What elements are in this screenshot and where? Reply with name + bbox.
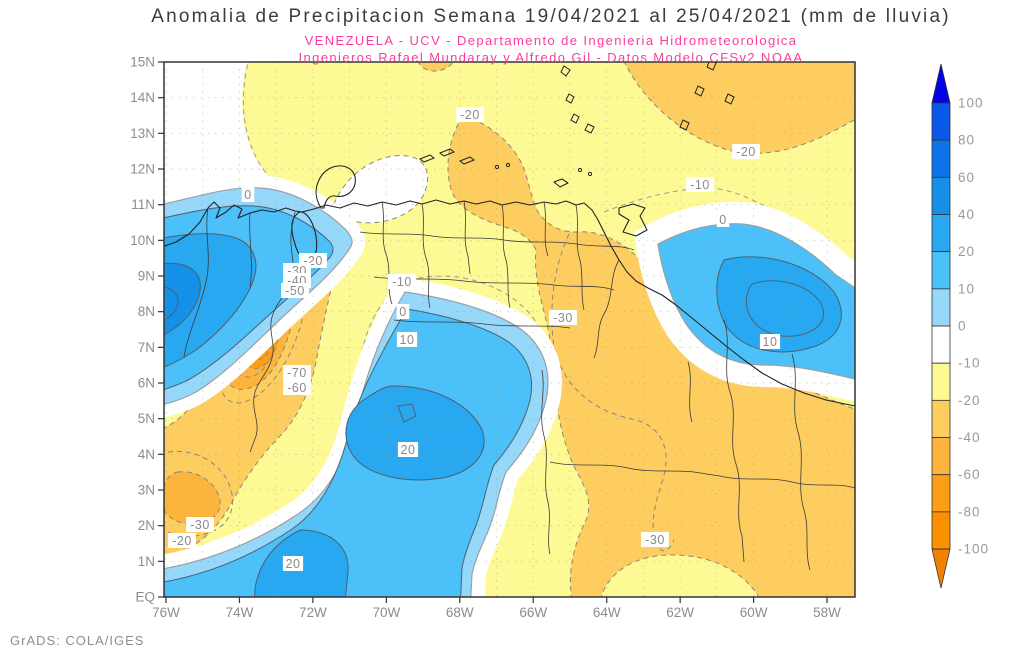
colorbar-segment (932, 475, 950, 512)
colorbar-label: -40 (958, 430, 981, 445)
contour-label: 0 (399, 305, 406, 319)
colorbar-label: -100 (958, 542, 989, 557)
colorbar-segment (932, 252, 950, 289)
colorbar-segment (932, 363, 950, 400)
x-axis-label: 72W (299, 605, 327, 620)
contour-label: 10 (400, 333, 415, 347)
colorbar-label: 20 (958, 244, 975, 259)
colorbar-segment (932, 177, 950, 214)
contour-label: 10 (763, 335, 778, 349)
contour-label: -30 (645, 533, 665, 547)
colorbar-label: 60 (958, 170, 975, 185)
x-axis-label: 70W (372, 605, 400, 620)
screenshot-root: Anomalia de Precipitacion Semana 19/04/2… (0, 0, 1024, 655)
contour-label: -30 (553, 311, 573, 325)
colorbar-arrow-down (932, 549, 950, 588)
colorbar-label: 40 (958, 207, 975, 222)
colorbar-label: 0 (958, 319, 967, 334)
grads-credit: GrADS: COLA/IGES (10, 633, 144, 648)
y-axis: 15N14N13N12N11N10N9N8N7N6N5N4N3N2N1NEQ (130, 55, 164, 605)
contour-label: -10 (392, 275, 412, 289)
chart-subtitle-2: Ingenieros Rafael Mundaray y Alfredo Gil… (0, 48, 1024, 65)
colorbar: 10080604020100-10-20-40-60-80-100 (932, 64, 989, 588)
colorbar-segment (932, 326, 950, 363)
colorbar-label: -60 (958, 467, 981, 482)
y-axis-label: 5N (138, 411, 155, 426)
colorbar-label: 80 (958, 133, 975, 148)
x-axis-label: 66W (519, 605, 547, 620)
y-axis-label: 8N (138, 304, 155, 319)
y-axis-label: 11N (131, 197, 155, 212)
x-axis: 76W 74W 72W 70W 68W 66W 64W 62W 60W 58W (152, 597, 841, 620)
colorbar-arrow-up (932, 64, 950, 103)
colorbar-label: -10 (958, 356, 981, 371)
y-axis-label: 1N (138, 554, 155, 569)
colorbar-label: 100 (958, 96, 984, 111)
contour-label: -20 (172, 534, 192, 548)
contour-label: 20 (286, 557, 301, 571)
contour-label: -20 (460, 108, 480, 122)
y-axis-label: 12N (130, 162, 155, 177)
x-axis-label: 60W (740, 605, 768, 620)
contour-label: 0 (719, 213, 726, 227)
x-axis-label: 64W (593, 605, 621, 620)
colorbar-segment (932, 289, 950, 326)
x-axis-label: 76W (152, 605, 180, 620)
colorbar-segment (932, 215, 950, 252)
y-axis-label: 7N (138, 340, 155, 355)
chart-subtitle-1: VENEZUELA - UCV - Departamento de Ingeni… (0, 28, 1024, 48)
contour-label: 0 (244, 188, 251, 202)
contour-label: -70 (287, 366, 307, 380)
y-axis-label: 4N (138, 447, 155, 462)
contour-label: -30 (190, 518, 210, 532)
y-axis-label: 6N (138, 376, 155, 391)
y-axis-label: 14N (130, 90, 155, 105)
chart-title: Anomalia de Precipitacion Semana 19/04/2… (0, 0, 1024, 28)
y-axis-label: 10N (130, 233, 155, 248)
colorbar-segment (932, 512, 950, 549)
colorbar-segment (932, 103, 950, 140)
contour-label: 20 (401, 443, 416, 457)
chart-header: Anomalia de Precipitacion Semana 19/04/2… (0, 0, 1024, 65)
y-axis-label: 9N (138, 269, 155, 284)
colorbar-label: -80 (958, 504, 981, 519)
colorbar-label: 10 (958, 281, 975, 296)
colorbar-segment (932, 140, 950, 177)
x-axis-label: 74W (226, 605, 254, 620)
x-axis-label: 58W (813, 605, 841, 620)
x-axis-label: 68W (446, 605, 474, 620)
y-axis-label: 13N (130, 126, 155, 141)
contour-label: -10 (690, 178, 710, 192)
colorbar-segment (932, 438, 950, 475)
colorbar-segment (932, 400, 950, 437)
y-axis-label: EQ (135, 590, 155, 605)
contour-label: -50 (285, 284, 305, 298)
y-axis-label: 2N (138, 518, 155, 533)
contour-label: -20 (736, 145, 756, 159)
colorbar-label: -20 (958, 393, 981, 408)
map-plot: 0-20-20-10010-20-30-40-50-70-60-10010-30… (0, 0, 1024, 655)
contour-fill-regions (144, 52, 876, 612)
y-axis-label: 3N (138, 483, 155, 498)
x-axis-label: 62W (666, 605, 694, 620)
contour-label: -60 (287, 381, 307, 395)
